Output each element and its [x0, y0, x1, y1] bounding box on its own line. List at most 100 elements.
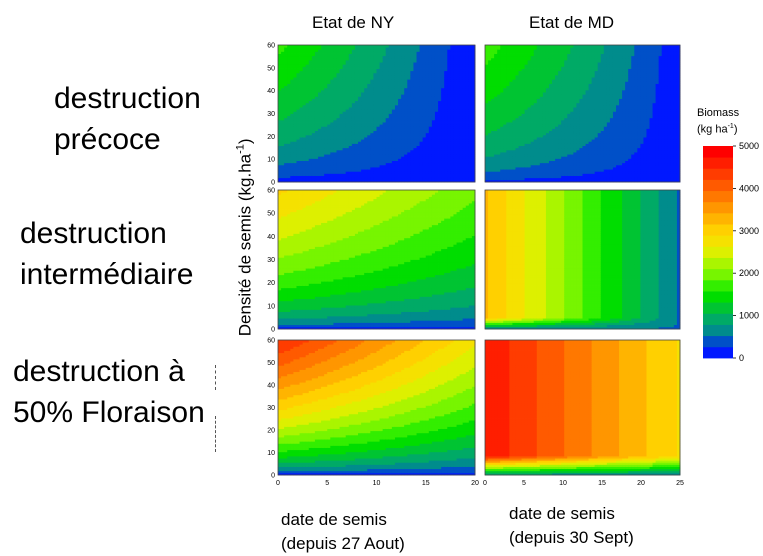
heat-cell: [305, 145, 310, 149]
heat-cell: [296, 74, 300, 78]
heat-cell: [321, 137, 325, 140]
heat-cell: [382, 49, 387, 52]
heat-cell: [407, 64, 411, 67]
heat-cell: [324, 85, 328, 89]
heat-cell: [333, 74, 337, 78]
heat-cell: [391, 49, 396, 52]
heat-cell: [385, 122, 390, 125]
heat-cell: [318, 109, 322, 112]
heat-cell: [361, 74, 365, 78]
heat-cell: [410, 66, 414, 69]
heat-cell: [385, 72, 390, 76]
heat-cell: [314, 55, 319, 59]
heat-cell: [358, 119, 362, 123]
heat-cell: [278, 53, 282, 57]
heat-cell: [407, 62, 411, 65]
heat-cell: [287, 132, 291, 136]
heat-cell: [330, 94, 334, 97]
heat-cell: [354, 77, 359, 80]
heat-cell: [314, 72, 319, 76]
heat-cell: [324, 49, 328, 52]
heat-cell: [345, 117, 350, 121]
heat-cell: [370, 79, 374, 82]
heat-cell: [278, 96, 282, 99]
heat-cell: [373, 104, 377, 108]
heat-cell: [401, 53, 405, 57]
heat-cell: [318, 96, 322, 99]
heat-cell: [428, 47, 433, 50]
heat-cell: [305, 94, 310, 97]
heat-cell: [351, 55, 356, 59]
heat-cell: [354, 171, 359, 174]
heat-cell: [404, 113, 408, 117]
heat-cell: [388, 47, 393, 50]
heat-cell: [394, 137, 399, 140]
heat-cell: [348, 122, 353, 125]
heat-cell: [376, 117, 380, 121]
heat-cell: [379, 122, 384, 125]
heat-cell: [351, 109, 356, 112]
heat-cell: [398, 72, 402, 76]
heat-cell: [281, 132, 285, 136]
heat-cell: [296, 113, 300, 117]
heat-cell: [281, 77, 285, 80]
heat-cell: [391, 119, 396, 123]
heat-cell: [305, 128, 310, 132]
heat-cell: [382, 152, 387, 155]
heat-cell: [388, 171, 393, 174]
heat-cell: [296, 94, 300, 97]
heat-cell: [410, 147, 414, 151]
heat-cell: [388, 70, 393, 74]
heat-cell: [379, 147, 384, 151]
heat-cell: [299, 169, 304, 172]
heat-cell: [336, 85, 340, 89]
heat-cell: [416, 104, 420, 108]
heat-cell: [299, 177, 304, 181]
heat-cell: [425, 141, 430, 144]
heat-cell: [410, 45, 414, 48]
heat-cell: [428, 66, 433, 69]
heat-cell: [373, 94, 377, 97]
heat-cell: [336, 66, 340, 69]
heat-cell: [290, 143, 294, 147]
heat-cell: [281, 104, 285, 108]
heat-cell: [342, 122, 347, 125]
heat-cell: [342, 145, 347, 149]
heat-cell: [308, 77, 313, 80]
heat-cell: [358, 62, 362, 65]
heat-cell: [348, 175, 353, 179]
heat-cell: [321, 104, 325, 108]
heat-cell: [311, 49, 316, 52]
heat-cell: [382, 175, 387, 179]
heat-cell: [281, 53, 285, 57]
heat-cell: [290, 55, 294, 59]
heat-cell: [308, 154, 313, 157]
heat-cell: [367, 64, 371, 67]
heat-cell: [367, 143, 371, 147]
heat-cell: [373, 128, 377, 132]
heat-cell: [394, 132, 399, 136]
heat-cell: [425, 74, 430, 78]
heat-cell: [376, 79, 380, 82]
heat-cell: [416, 111, 420, 114]
heat-cell: [410, 126, 414, 129]
heat-cell: [422, 156, 427, 159]
heat-cell: [348, 102, 353, 106]
heat-cell: [314, 53, 319, 57]
heat-cell: [379, 74, 384, 78]
heat-cell: [434, 143, 439, 147]
heat-cell: [345, 94, 350, 97]
heat-cell: [361, 177, 365, 181]
heat-cell: [287, 100, 291, 104]
heat-cell: [379, 152, 384, 155]
heat-cell: [370, 98, 374, 102]
heat-cell: [305, 149, 310, 153]
heat-cell: [431, 100, 436, 104]
heat-cell: [428, 89, 433, 93]
heat-cell: [428, 98, 433, 102]
heat-cell: [330, 130, 334, 134]
heat-cell: [287, 164, 291, 168]
heat-cell: [348, 117, 353, 121]
heat-cell: [327, 70, 331, 74]
